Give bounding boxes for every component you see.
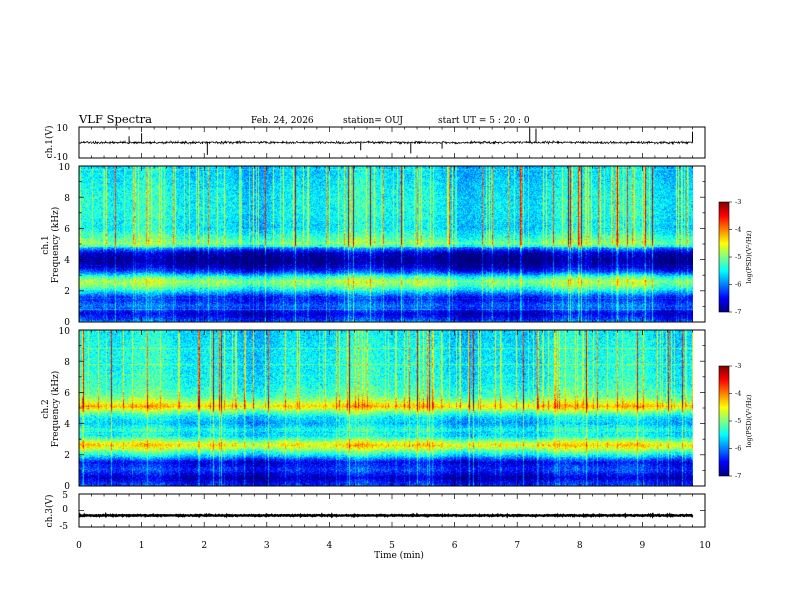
ch3-waveform-line [78, 511, 694, 519]
xtick-7: 7 [514, 541, 520, 551]
xtick-6: 6 [452, 541, 458, 551]
ch2-spectrogram-image [79, 330, 693, 486]
ch3-waveform-frame [78, 493, 706, 528]
xtick-1: 1 [139, 541, 145, 551]
ch1-waveform-ylabel: ch.1(V) [44, 126, 55, 159]
xtick-10: 10 [699, 541, 711, 551]
ch2-colorbar-tick-m6: -6 [735, 445, 741, 453]
ch1-spectrogram-image [79, 166, 693, 322]
ch1-ytick-2: 2 [64, 287, 70, 297]
ch1-waveform-panel: 10 -10 ch.1(V) [44, 124, 706, 163]
xtick-0: 0 [76, 541, 82, 551]
ch1-colorbar-tick-m5: -5 [735, 253, 741, 261]
x-axis-label: Time (min) [374, 550, 424, 561]
header-date: Feb. 24, 2026 [251, 116, 314, 126]
xtick-2: 2 [201, 541, 207, 551]
ch2-spectrogram-panel: 0 2 4 6 8 10 ch.2 Frequency (kHz) -3 -4 … [41, 327, 753, 492]
xtick-4: 4 [327, 541, 333, 551]
ch1-spectrogram-ylabel-channel: ch.1 [41, 235, 51, 254]
chart-title: VLF Spectra [78, 112, 152, 126]
ch2-colorbar-tick-m7: -7 [735, 472, 741, 480]
xtick-5: 5 [389, 541, 395, 551]
ch1-colorbar-tick-m3: -3 [735, 198, 741, 206]
ch2-spectrogram-ylabel-channel: ch.2 [41, 399, 51, 418]
ch2-spectrogram-image-wrap [79, 330, 693, 486]
ch2-colorbar-tick-m5: -5 [735, 417, 741, 425]
ch1-spectrogram-panel: 0 2 4 6 8 10 ch.1 Frequency (kHz) -3 -4 … [41, 163, 753, 328]
ch1-ytick-0: 0 [64, 318, 70, 328]
ch3-waveform-panel: 5 0 -5 ch.3(V) 0 1 2 3 4 5 6 7 8 9 10 Ti… [44, 491, 711, 561]
header-station: station= OUJ [343, 116, 403, 126]
ch1-colorbar-tick-m4: -4 [735, 226, 741, 234]
ch1-colorbar-label: log(PSD)(V²/Hz) [745, 230, 753, 283]
ch1-spectrogram-ylabel-frequency: Frequency (kHz) [50, 207, 61, 284]
ch1-spectrogram-frame [78, 165, 706, 323]
ch2-spectrogram-frame [78, 329, 706, 487]
ch3-waveform-ticks [78, 493, 706, 528]
ch1-colorbar-tick-m6: -6 [735, 281, 741, 289]
ch1-ytick-8: 8 [64, 194, 70, 204]
ch2-colorbar-ticks [729, 365, 732, 477]
ch3-waveform-ytick-0: 0 [62, 505, 68, 515]
ch3-waveform-ytick-m5: -5 [59, 522, 68, 532]
ch2-spectrogram-ylabel-frequency: Frequency (kHz) [50, 371, 61, 448]
ch1-ytick-10: 10 [59, 163, 71, 173]
ch3-waveform-ylabel: ch.3(V) [44, 495, 55, 528]
ch2-colorbar [718, 365, 730, 477]
xtick-9: 9 [640, 541, 646, 551]
ch3-waveform-ytick-5: 5 [62, 491, 68, 501]
ch1-ytick-6: 6 [64, 225, 70, 235]
ch2-ytick-6: 6 [64, 389, 70, 399]
xtick-8: 8 [577, 541, 583, 551]
ch2-colorbar-label: log(PSD)(V²/Hz) [745, 394, 753, 447]
ch1-waveform-trace [78, 128, 693, 155]
xtick-3: 3 [264, 541, 270, 551]
ch2-ytick-0: 0 [64, 482, 70, 492]
ch1-ytick-4: 4 [64, 256, 70, 266]
ch1-waveform-frame [78, 126, 706, 159]
ch1-colorbar-tick-m7: -7 [735, 308, 741, 316]
ch3-waveform-trace [78, 511, 694, 519]
ch2-colorbar-tick-m3: -3 [735, 362, 741, 370]
ch1-colorbar [718, 201, 730, 313]
ch1-waveform-ytick-bottom: -10 [54, 153, 69, 163]
ch2-colorbar-tick-m4: -4 [735, 390, 741, 398]
ch1-waveform-line [78, 139, 693, 146]
ch2-ytick-10: 10 [59, 327, 71, 337]
ch1-waveform-ytick-top: 10 [57, 124, 69, 134]
ch1-colorbar-ticks [729, 201, 732, 313]
header-start-time: start UT = 5 : 20 : 0 [438, 116, 530, 126]
ch2-ytick-4: 4 [64, 420, 70, 430]
ch1-spectrogram-image-wrap [79, 166, 693, 322]
ch2-ytick-8: 8 [64, 358, 70, 368]
ch2-ytick-2: 2 [64, 451, 70, 461]
